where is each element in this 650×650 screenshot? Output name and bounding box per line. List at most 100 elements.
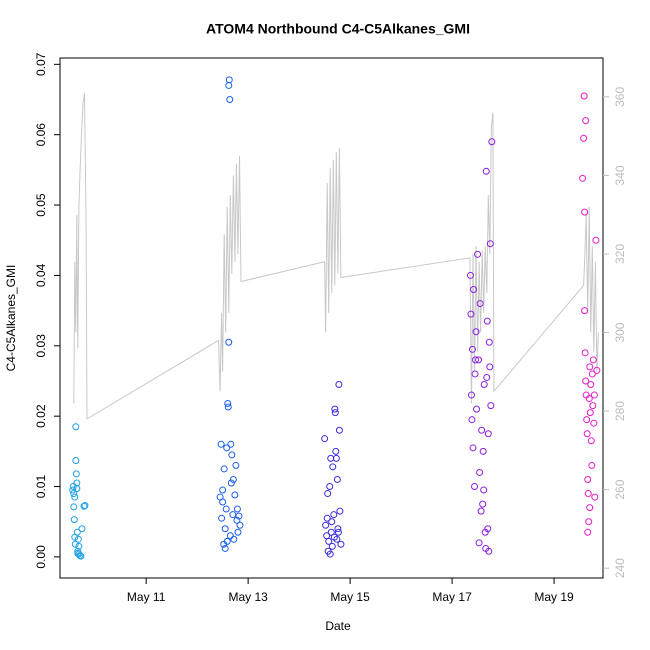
- point: [225, 81, 233, 89]
- point: [476, 300, 484, 308]
- chart-title: ATOM4 Northbound C4-C5Alkanes_GMI: [206, 21, 470, 37]
- y2-tick-label: 280: [613, 401, 627, 421]
- point: [80, 502, 88, 510]
- x-tick-label: May 11: [127, 590, 166, 604]
- point: [69, 483, 77, 491]
- point: [70, 503, 78, 511]
- point: [231, 491, 239, 499]
- point: [584, 475, 592, 483]
- point: [321, 435, 329, 443]
- point: [73, 528, 81, 536]
- point: [582, 117, 590, 125]
- point: [224, 403, 232, 411]
- point: [485, 338, 493, 346]
- point: [337, 540, 345, 548]
- point: [579, 174, 587, 182]
- y-tick-label: 0.00: [34, 545, 48, 569]
- point: [480, 380, 488, 388]
- point: [218, 514, 226, 522]
- point: [323, 514, 331, 522]
- point: [483, 373, 491, 381]
- point: [328, 518, 336, 526]
- point: [74, 535, 82, 543]
- point: [74, 549, 82, 557]
- point: [484, 430, 492, 438]
- point: [330, 511, 338, 519]
- point: [474, 250, 482, 258]
- point: [590, 391, 598, 399]
- point: [220, 465, 228, 473]
- point: [581, 208, 589, 216]
- point: [224, 399, 232, 407]
- x-tick-label: May 19: [534, 590, 574, 604]
- point: [476, 468, 484, 476]
- point: [221, 525, 229, 533]
- point: [334, 528, 342, 536]
- point: [486, 240, 494, 248]
- point: [335, 380, 343, 388]
- point: [589, 356, 597, 364]
- y-axis-label: C4-C5Alkanes_GMI: [4, 265, 18, 372]
- point: [472, 356, 480, 364]
- point: [468, 416, 476, 424]
- point: [70, 490, 78, 498]
- point: [475, 356, 483, 364]
- point: [583, 430, 591, 438]
- point: [70, 516, 78, 524]
- point: [580, 134, 588, 142]
- point: [589, 402, 597, 410]
- point: [226, 532, 234, 540]
- point: [78, 525, 86, 533]
- point: [332, 447, 340, 455]
- point: [580, 92, 588, 100]
- point: [584, 490, 592, 498]
- y-tick-label: 0.07: [34, 52, 48, 76]
- point: [225, 338, 233, 346]
- point: [586, 409, 594, 417]
- point: [592, 236, 600, 244]
- y-tick-label: 0.05: [34, 193, 48, 217]
- point: [227, 440, 235, 448]
- point: [75, 550, 83, 558]
- point: [325, 537, 333, 545]
- point: [467, 391, 475, 399]
- point: [73, 479, 81, 487]
- point: [71, 493, 79, 501]
- point: [227, 479, 235, 487]
- y-tick-label: 0.01: [34, 475, 48, 499]
- point: [483, 317, 491, 325]
- point: [473, 405, 481, 413]
- point: [587, 437, 595, 445]
- point: [582, 377, 590, 385]
- point: [468, 345, 476, 353]
- point: [479, 447, 487, 455]
- point: [326, 550, 334, 558]
- y-tick-label: 0.03: [34, 334, 48, 358]
- point: [222, 505, 230, 513]
- point: [585, 518, 593, 526]
- x-tick-label: May 17: [432, 590, 472, 604]
- point: [331, 409, 339, 417]
- point: [593, 366, 601, 374]
- y2-tick-label: 360: [613, 87, 627, 107]
- point: [228, 451, 236, 459]
- point: [475, 539, 483, 547]
- point: [583, 416, 591, 424]
- point: [588, 461, 596, 469]
- point: [223, 444, 231, 452]
- point: [591, 493, 599, 501]
- point: [333, 475, 341, 483]
- point: [586, 504, 594, 512]
- point: [487, 402, 495, 410]
- y2-tick-label: 320: [613, 244, 627, 264]
- point: [72, 456, 80, 464]
- point: [329, 463, 337, 471]
- y2-tick-label: 340: [613, 165, 627, 185]
- point: [330, 533, 338, 541]
- point: [484, 525, 492, 533]
- point: [327, 454, 335, 462]
- point: [485, 547, 493, 555]
- point: [219, 486, 227, 494]
- point: [221, 544, 229, 552]
